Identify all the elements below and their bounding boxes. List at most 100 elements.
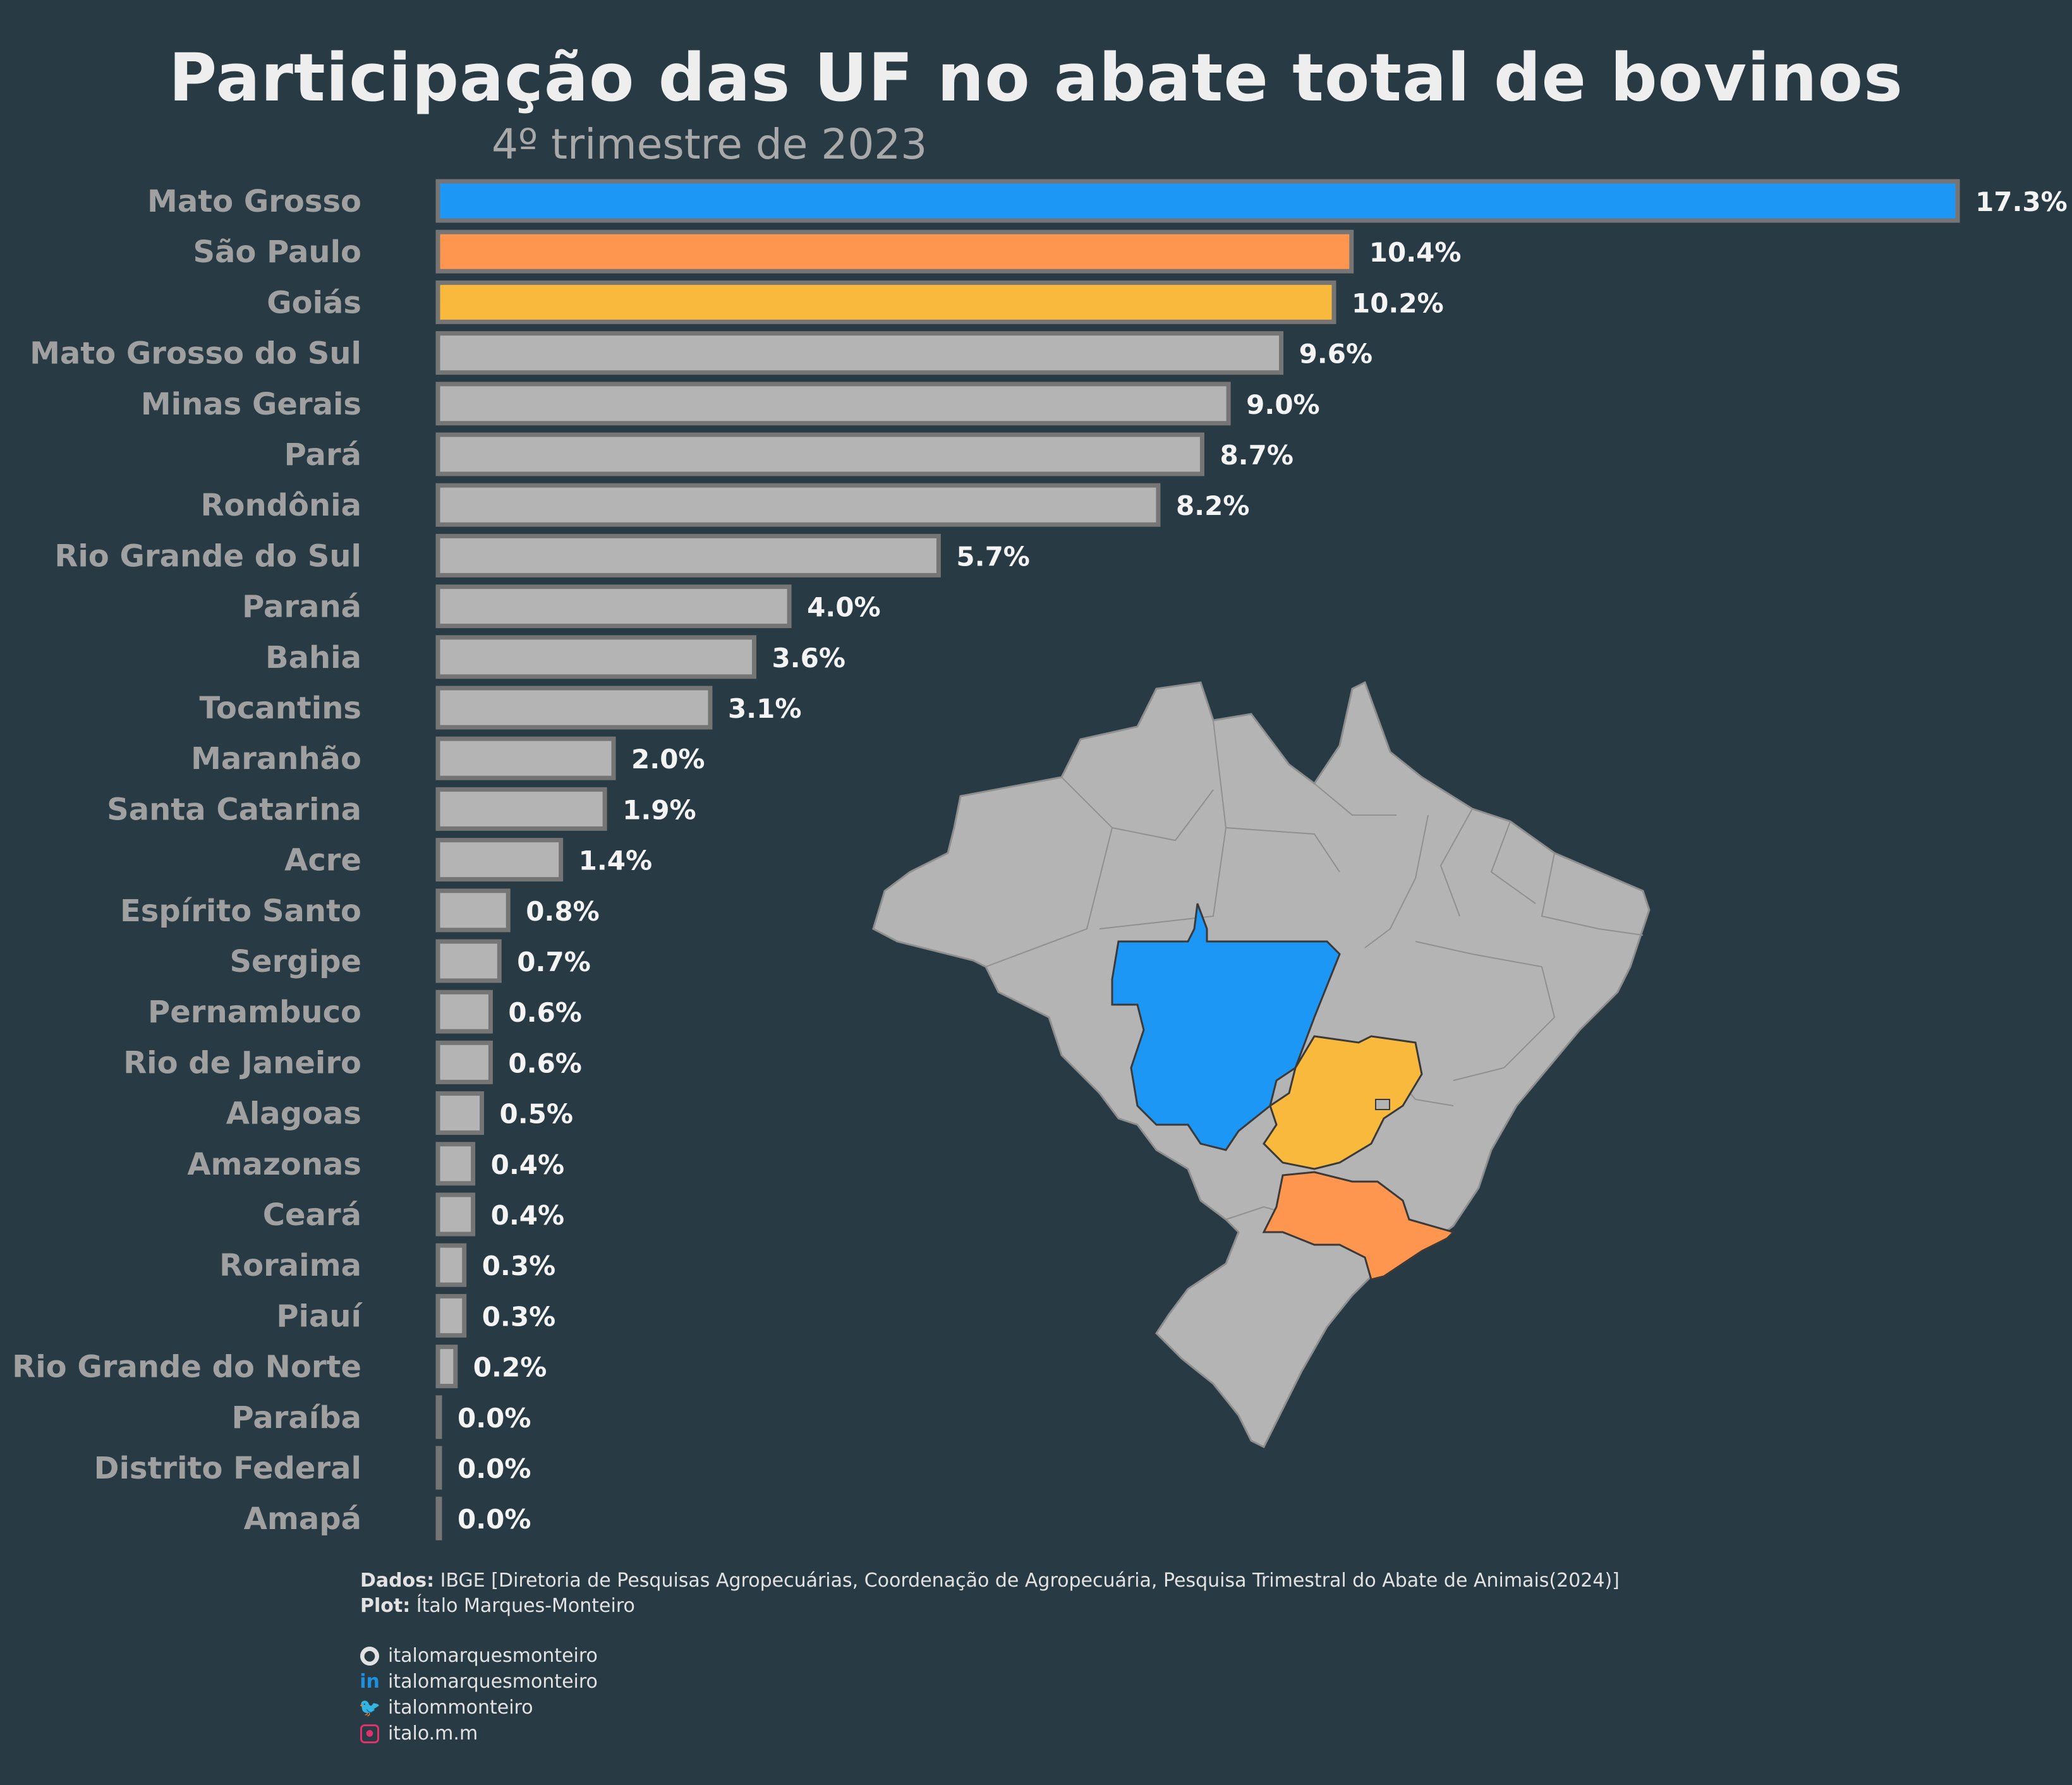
bars-layer: Mato Grosso 17.3% São Paulo 10.4% Goiás 10.2%… bbox=[12, 179, 2068, 1540]
category-label-bahia: Bahia bbox=[265, 640, 361, 675]
bar-tocantins bbox=[435, 686, 713, 730]
category-label-pernambuco: Pernambuco bbox=[148, 995, 361, 1030]
value-label-bahia: 3.6% bbox=[772, 643, 845, 674]
value-label-maranhao: 2.0% bbox=[631, 744, 705, 775]
value-label-sergipe: 0.7% bbox=[517, 947, 590, 977]
bar-rio-grande-do-norte bbox=[435, 1345, 458, 1389]
value-label-ceara: 0.4% bbox=[491, 1200, 564, 1231]
category-label-santa-catarina: Santa Catarina bbox=[107, 792, 361, 827]
social-links: ● italomarquesmonteiro in italomarquesmo… bbox=[358, 1643, 598, 1746]
category-label-rio-grande-do-sul: Rio Grande do Sul bbox=[54, 538, 361, 574]
bar-maranhao bbox=[435, 736, 616, 780]
bar-distrito-federal bbox=[435, 1446, 442, 1490]
social-linkedin[interactable]: in italomarquesmonteiro bbox=[360, 1669, 598, 1695]
social-linkedin-handle: italomarquesmonteiro bbox=[388, 1671, 598, 1693]
category-label-amazonas: Amazonas bbox=[187, 1147, 361, 1182]
caption-data-label: Dados: bbox=[360, 1570, 435, 1592]
instagram-icon: ● bbox=[360, 1724, 379, 1743]
category-label-mato-grosso-do-sul: Mato Grosso do Sul bbox=[30, 336, 361, 372]
value-label-roraima: 0.3% bbox=[482, 1250, 555, 1281]
category-label-roraima: Roraima bbox=[219, 1248, 361, 1283]
caption-data-text: IBGE [Diretoria de Pesquisas Agropecuári… bbox=[440, 1570, 1620, 1592]
category-label-parana: Paraná bbox=[242, 590, 361, 625]
category-label-distrito-federal: Distrito Federal bbox=[94, 1451, 361, 1486]
category-label-acre: Acre bbox=[284, 843, 361, 878]
category-label-alagoas: Alagoas bbox=[226, 1096, 361, 1132]
category-label-ceara: Ceará bbox=[263, 1197, 361, 1233]
category-label-rondonia: Rondônia bbox=[201, 488, 361, 523]
value-label-acre: 1.4% bbox=[579, 845, 652, 876]
category-label-goias: Goiás bbox=[267, 285, 361, 320]
map-state-sao-paulo bbox=[1262, 1171, 1455, 1281]
category-label-minas-gerais: Minas Gerais bbox=[141, 387, 361, 422]
value-label-paraiba: 0.0% bbox=[457, 1403, 531, 1434]
bar-minas-gerais bbox=[435, 382, 1231, 426]
value-label-mato-grosso-do-sul: 9.6% bbox=[1299, 339, 1372, 370]
bar-ceara bbox=[435, 1192, 476, 1237]
value-label-piaui: 0.3% bbox=[482, 1301, 555, 1332]
category-label-rio-grande-do-norte: Rio Grande do Norte bbox=[12, 1350, 361, 1385]
category-label-espirito-santo: Espírito Santo bbox=[120, 893, 361, 929]
category-label-mato-grosso: Mato Grosso bbox=[147, 184, 361, 219]
category-label-tocantins: Tocantins bbox=[200, 691, 362, 726]
chart-title: Participação das UF no abate total de bo… bbox=[169, 39, 1903, 116]
bar-para bbox=[435, 432, 1204, 476]
value-label-parana: 4.0% bbox=[807, 592, 880, 623]
caption-plot-text: Ítalo Marques-Monteiro bbox=[416, 1595, 635, 1617]
value-label-goias: 10.2% bbox=[1352, 287, 1444, 318]
value-label-espirito-santo: 0.8% bbox=[526, 896, 599, 927]
bar-goias bbox=[435, 280, 1336, 324]
value-label-minas-gerais: 9.0% bbox=[1246, 389, 1319, 420]
map-state-mato-grosso bbox=[1111, 903, 1341, 1151]
value-label-distrito-federal: 0.0% bbox=[457, 1453, 531, 1484]
bar-mato-grosso bbox=[435, 179, 1960, 223]
social-twitter[interactable]: 🐦 italommonteiro bbox=[358, 1695, 598, 1721]
map-state-distrito-federal bbox=[1375, 1099, 1390, 1110]
bar-sergipe bbox=[435, 939, 502, 983]
category-label-sao-paulo: São Paulo bbox=[193, 234, 361, 270]
bar-bahia bbox=[435, 635, 756, 679]
bar-rio-de-janeiro bbox=[435, 1040, 493, 1084]
value-label-rio-de-janeiro: 0.6% bbox=[508, 1048, 581, 1079]
category-label-rio-de-janeiro: Rio de Janeiro bbox=[123, 1045, 361, 1080]
social-instagram[interactable]: ● italo.m.m bbox=[360, 1721, 598, 1746]
category-label-para: Pará bbox=[284, 437, 361, 473]
bar-parana bbox=[435, 584, 792, 629]
bar-santa-catarina bbox=[435, 787, 607, 831]
value-label-para: 8.7% bbox=[1220, 440, 1293, 471]
value-label-mato-grosso: 17.3% bbox=[1975, 186, 2068, 217]
value-label-sao-paulo: 10.4% bbox=[1369, 237, 1462, 268]
value-label-amazonas: 0.4% bbox=[491, 1149, 564, 1180]
bar-amazonas bbox=[435, 1142, 476, 1186]
social-twitter-handle: italommonteiro bbox=[388, 1697, 533, 1719]
caption-plot-line: Plot: Ítalo Marques-Monteiro bbox=[360, 1594, 1620, 1619]
value-label-alagoas: 0.5% bbox=[500, 1099, 573, 1130]
bar-acre bbox=[435, 838, 564, 882]
category-label-piaui: Piauí bbox=[276, 1298, 363, 1334]
category-label-amapa: Amapá bbox=[244, 1501, 361, 1537]
value-label-rio-grande-do-norte: 0.2% bbox=[473, 1352, 547, 1383]
brazil-map bbox=[872, 681, 1651, 1449]
category-label-sergipe: Sergipe bbox=[229, 944, 361, 979]
linkedin-icon: in bbox=[360, 1671, 380, 1693]
value-label-rondonia: 8.2% bbox=[1176, 490, 1249, 521]
social-github[interactable]: ● italomarquesmonteiro bbox=[360, 1643, 598, 1669]
bar-paraiba bbox=[435, 1395, 442, 1439]
category-label-paraiba: Paraíba bbox=[231, 1400, 361, 1436]
bar-pernambuco bbox=[435, 989, 493, 1034]
twitter-icon: 🐦 bbox=[358, 1697, 381, 1718]
bar-chart: Mato Grosso 17.3% São Paulo 10.4% Goiás 10.2%… bbox=[12, 179, 2068, 1540]
bar-sao-paulo bbox=[435, 229, 1354, 274]
value-label-amapa: 0.0% bbox=[457, 1504, 531, 1535]
bar-espirito-santo bbox=[435, 888, 511, 933]
category-label-maranhao: Maranhão bbox=[191, 741, 361, 777]
caption-block: Dados: IBGE [Diretoria de Pesquisas Agro… bbox=[360, 1568, 1620, 1619]
bar-alagoas bbox=[435, 1091, 485, 1135]
bar-mato-grosso-do-sul bbox=[435, 331, 1284, 375]
map-state-goias bbox=[1263, 1035, 1423, 1170]
chart-subtitle: 4º trimestre de 2023 bbox=[492, 120, 928, 169]
value-label-pernambuco: 0.6% bbox=[508, 997, 581, 1028]
github-icon: ● bbox=[360, 1646, 379, 1666]
social-instagram-handle: italo.m.m bbox=[388, 1722, 478, 1745]
value-label-tocantins: 3.1% bbox=[728, 693, 801, 724]
